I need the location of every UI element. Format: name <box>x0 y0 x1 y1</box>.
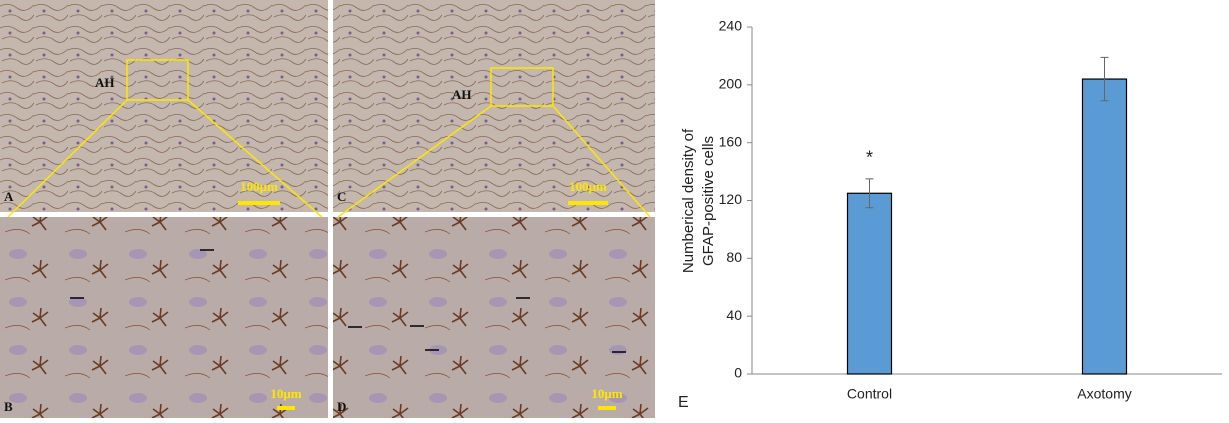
y-tick-label: 160 <box>719 133 743 149</box>
y-axis-label: Numberical density of <box>680 128 697 273</box>
scale-label: 100μm <box>240 179 278 194</box>
y-tick-label: 120 <box>719 191 743 207</box>
y-tick-label: 80 <box>726 249 742 265</box>
y-axis-label: GFAP-positive cells <box>700 136 717 266</box>
y-tick-label: 240 <box>719 18 743 34</box>
y-tick-label: 200 <box>719 76 743 92</box>
bar-chart: E Numberical density of GFAP-positive ce… <box>678 18 1222 412</box>
bar <box>848 193 892 374</box>
scale-label: 100μm <box>569 179 607 194</box>
x-tick-label: Control <box>847 386 892 402</box>
panel-label: A <box>4 189 14 204</box>
panel-label: B <box>4 399 13 414</box>
panel-label: E <box>678 394 689 411</box>
micrographs: A AH 100μm B 10μm C AH 100μm D 10μm <box>0 0 655 418</box>
scale-label: 10μm <box>591 386 622 401</box>
region-label: AH <box>452 87 472 102</box>
panel-label: D <box>337 399 346 414</box>
region-label: AH <box>95 75 115 90</box>
panel-label: C <box>337 189 346 204</box>
figure: A AH 100μm B 10μm C AH 100μm D 10μm E Nu… <box>0 0 1229 418</box>
bar <box>1083 79 1127 374</box>
scale-label: 10μm <box>270 386 301 401</box>
significance-marker: * <box>866 148 873 168</box>
y-tick-label: 40 <box>726 307 742 323</box>
x-tick-label: Axotomy <box>1077 386 1131 402</box>
y-tick-label: 0 <box>734 365 742 381</box>
